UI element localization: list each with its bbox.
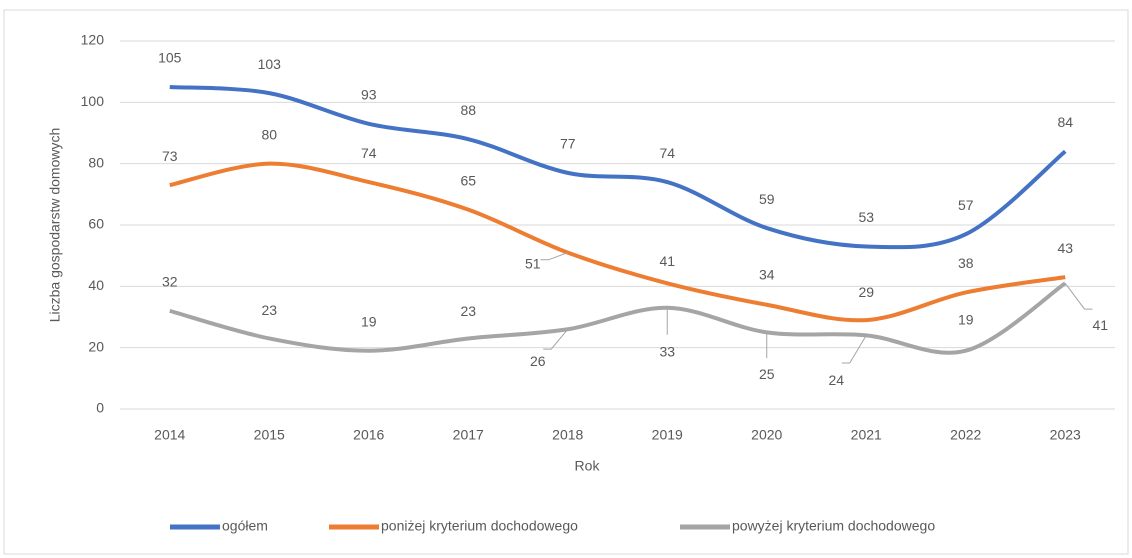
data-label: 77 (560, 136, 576, 152)
x-tick-label: 2022 (950, 427, 981, 443)
data-label: 41 (659, 253, 675, 269)
data-label: 23 (460, 303, 476, 319)
y-tick-label: 100 (81, 93, 105, 109)
x-tick-label: 2016 (353, 427, 384, 443)
x-tick-label: 2018 (552, 427, 583, 443)
data-label: 26 (530, 353, 546, 369)
data-label: 24 (828, 372, 844, 388)
data-label: 80 (261, 126, 277, 142)
data-label: 73 (162, 148, 178, 164)
legend-label: poniżej kryterium dochodowego (381, 518, 578, 534)
data-label: 74 (659, 145, 675, 161)
data-label: 93 (361, 87, 377, 103)
x-tick-label: 2021 (851, 427, 882, 443)
data-label: 19 (361, 313, 377, 329)
data-label: 41 (1092, 317, 1108, 333)
data-label: 33 (659, 344, 675, 360)
x-axis-title: Rok (575, 458, 601, 474)
data-label: 74 (361, 145, 377, 161)
data-label: 29 (858, 284, 874, 300)
leader-line (841, 335, 867, 364)
y-axis-title: Liczba gospodarstw domowych (47, 128, 63, 323)
x-tick-label: 2015 (254, 427, 285, 443)
data-label: 88 (460, 102, 476, 118)
line (169, 161, 1066, 323)
y-tick-label: 0 (96, 400, 104, 416)
data-label: 19 (958, 311, 974, 327)
leader-line (543, 328, 569, 350)
data-label: 23 (261, 302, 277, 318)
data-label: 51 (525, 255, 541, 271)
x-tick-label: 2014 (154, 427, 185, 443)
data-label: 59 (759, 191, 775, 207)
line (169, 281, 1067, 355)
data-label: 38 (958, 255, 974, 271)
data-label: 32 (162, 274, 178, 290)
chart-frame (3, 9, 1129, 555)
leader-line (540, 252, 568, 261)
data-label: 103 (258, 56, 282, 72)
y-tick-label: 40 (88, 277, 104, 293)
data-label: 53 (858, 209, 874, 225)
y-tick-label: 120 (81, 32, 105, 48)
data-label: 65 (460, 172, 476, 188)
x-tick-label: 2020 (751, 427, 782, 443)
y-tick-label: 20 (88, 338, 104, 354)
legend-label: powyżej kryterium dochodowego (732, 518, 935, 534)
x-tick-label: 2017 (453, 427, 484, 443)
leader-line (1064, 282, 1093, 310)
data-label: 34 (759, 266, 775, 282)
y-tick-label: 80 (88, 154, 104, 170)
legend-label: ogółem (222, 518, 268, 534)
line (169, 85, 1067, 250)
y-tick-label: 60 (88, 216, 104, 232)
x-tick-label: 2019 (652, 427, 683, 443)
data-label: 84 (1057, 114, 1073, 130)
data-label: 25 (759, 366, 775, 382)
data-label: 43 (1057, 240, 1073, 256)
data-label: 105 (158, 50, 182, 66)
x-tick-label: 2023 (1050, 427, 1081, 443)
data-label: 57 (958, 197, 974, 213)
